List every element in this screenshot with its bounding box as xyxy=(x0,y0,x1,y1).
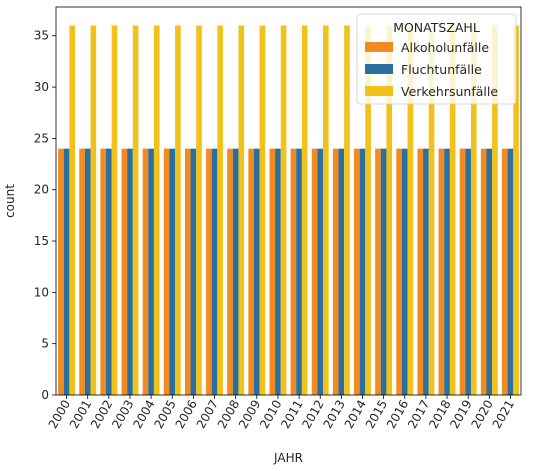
bar-alkoholunf-lle-2018 xyxy=(438,148,445,395)
bar-fluchtunf-lle-2014 xyxy=(359,148,366,395)
bar-verkehrsunf-lle-2002 xyxy=(111,25,118,395)
bar-fluchtunf-lle-2012 xyxy=(317,148,324,395)
y-tick-label-15: 15 xyxy=(34,234,49,248)
bar-fluchtunf-lle-2015 xyxy=(380,148,387,395)
legend-swatch-fluchtunf-lle xyxy=(365,64,393,74)
bar-verkehrsunf-lle-2017 xyxy=(428,25,435,395)
x-tick-label-2021: 2021 xyxy=(490,398,517,431)
bar-verkehrsunf-lle-2005 xyxy=(175,25,181,395)
bar-verkehrsunf-lle-2000 xyxy=(69,25,76,395)
bar-alkoholunf-lle-2007 xyxy=(206,148,212,395)
bar-verkehrsunf-lle-2004 xyxy=(153,25,160,395)
bar-alkoholunf-lle-2003 xyxy=(121,148,128,395)
bar-fluchtunf-lle-2017 xyxy=(423,148,429,395)
y-tick-label-0: 0 xyxy=(41,388,49,402)
bar-alkoholunf-lle-2010 xyxy=(269,148,276,395)
bar-fluchtunf-lle-2018 xyxy=(444,148,450,395)
bar-verkehrsunf-lle-2019 xyxy=(470,25,477,395)
bar-fluchtunf-lle-2020 xyxy=(486,148,493,395)
bar-alkoholunf-lle-2001 xyxy=(79,148,85,395)
bar-verkehrsunf-lle-2016 xyxy=(407,25,414,395)
bar-alkoholunf-lle-2005 xyxy=(163,148,170,395)
legend-label-fluchtunf-lle: Fluchtunfälle xyxy=(401,62,482,77)
bar-fluchtunf-lle-2007 xyxy=(211,148,218,395)
bar-verkehrsunf-lle-2003 xyxy=(132,25,139,395)
bar-alkoholunf-lle-2011 xyxy=(290,148,297,395)
bar-alkoholunf-lle-2019 xyxy=(459,148,466,395)
bar-fluchtunf-lle-2010 xyxy=(275,148,281,395)
bar-fluchtunf-lle-2009 xyxy=(253,148,260,395)
x-axis: 2000200120022003200420052006200720082009… xyxy=(46,395,517,431)
plot-frame xyxy=(55,6,522,396)
legend-label-verkehrsunf-lle: Verkehrsunfälle xyxy=(401,84,498,99)
bar-fluchtunf-lle-2001 xyxy=(84,148,91,395)
bar-verkehrsunf-lle-2009 xyxy=(259,25,266,395)
bar-fluchtunf-lle-2002 xyxy=(106,148,112,395)
bar-alkoholunf-lle-2014 xyxy=(354,148,360,395)
y-tick-label-30: 30 xyxy=(34,80,49,94)
legend-swatch-verkehrsunf-lle xyxy=(365,86,393,96)
bar-alkoholunf-lle-2017 xyxy=(417,148,424,395)
bar-alkoholunf-lle-2015 xyxy=(375,148,381,395)
bars-group xyxy=(58,25,519,395)
bar-alkoholunf-lle-2000 xyxy=(58,148,64,395)
legend-items: Alkoholunfälle Fluchtunfälle Verkehrsunfäl… xyxy=(365,40,498,99)
bar-verkehrsunf-lle-2001 xyxy=(90,25,97,395)
bar-verkehrsunf-lle-2015 xyxy=(386,25,393,395)
bar-verkehrsunf-lle-2012 xyxy=(323,25,329,395)
bar-fluchtunf-lle-2013 xyxy=(338,148,345,395)
y-axis: 0 5 10 15 20 25 30 35 xyxy=(34,29,56,402)
bar-verkehrsunf-lle-2010 xyxy=(280,25,287,395)
bar-fluchtunf-lle-2006 xyxy=(190,148,197,395)
bar-fluchtunf-lle-2000 xyxy=(63,148,70,395)
y-tick-label-10: 10 xyxy=(34,285,49,299)
bar-verkehrsunf-lle-2007 xyxy=(217,25,223,395)
bar-verkehrsunf-lle-2020 xyxy=(492,25,498,395)
bar-fluchtunf-lle-2004 xyxy=(148,148,154,395)
bar-verkehrsunf-lle-2006 xyxy=(196,25,202,395)
y-axis-label: count xyxy=(3,184,17,218)
bar-alkoholunf-lle-2002 xyxy=(100,148,107,395)
legend: MONATSZAHL Alkoholunfälle Fluchtunfälle Ve… xyxy=(356,13,517,105)
bar-alkoholunf-lle-2008 xyxy=(227,148,233,395)
legend-swatch-alkoholunf-lle xyxy=(365,42,393,52)
y-tick-label-20: 20 xyxy=(34,183,49,197)
bar-fluchtunf-lle-2005 xyxy=(169,148,176,395)
bar-fluchtunf-lle-2016 xyxy=(401,148,408,395)
bar-fluchtunf-lle-2003 xyxy=(127,148,133,395)
bar-fluchtunf-lle-2021 xyxy=(507,148,514,395)
x-axis-label: JAHR xyxy=(273,451,303,465)
legend-title: MONATSZAHL xyxy=(393,20,480,35)
bar-alkoholunf-lle-2004 xyxy=(142,148,149,395)
bar-alkoholunf-lle-2020 xyxy=(480,148,487,395)
bar-alkoholunf-lle-2012 xyxy=(311,148,318,395)
bar-verkehrsunf-lle-2021 xyxy=(513,25,519,395)
legend-box xyxy=(356,13,517,105)
bar-fluchtunf-lle-2008 xyxy=(232,148,239,395)
y-tick-label-25: 25 xyxy=(34,131,49,145)
bar-verkehrsunf-lle-2008 xyxy=(238,25,245,395)
bar-alkoholunf-lle-2013 xyxy=(332,148,339,395)
legend-label-alkoholunf-lle: Alkoholunfälle xyxy=(401,40,489,55)
y-tick-label-35: 35 xyxy=(34,29,49,43)
bar-alkoholunf-lle-2009 xyxy=(248,148,254,395)
y-tick-label-5: 5 xyxy=(41,337,49,351)
bar-alkoholunf-lle-2016 xyxy=(396,148,402,395)
bar-fluchtunf-lle-2019 xyxy=(465,148,471,395)
bar-alkoholunf-lle-2021 xyxy=(501,148,508,395)
bar-verkehrsunf-lle-2011 xyxy=(301,25,308,395)
bar-verkehrsunf-lle-2014 xyxy=(365,25,371,395)
bar-fluchtunf-lle-2011 xyxy=(296,148,302,395)
bar-verkehrsunf-lle-2013 xyxy=(344,25,350,395)
bar-verkehrsunf-lle-2018 xyxy=(449,25,456,395)
bar-alkoholunf-lle-2006 xyxy=(184,148,191,395)
